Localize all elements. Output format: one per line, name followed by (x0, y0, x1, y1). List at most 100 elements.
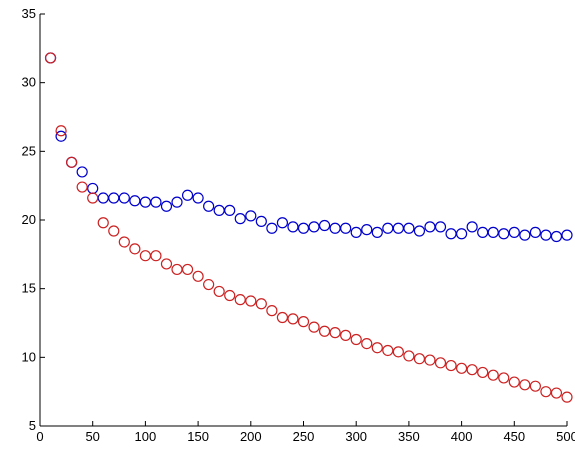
data-point (266, 305, 278, 317)
data-point (171, 263, 183, 276)
data-point (203, 278, 215, 291)
data-point (266, 222, 278, 234)
data-point (445, 228, 457, 240)
data-point (434, 221, 447, 233)
data-point (171, 196, 183, 208)
data-point (118, 192, 130, 204)
data-point (477, 226, 489, 238)
data-point (192, 270, 204, 282)
data-point (529, 226, 541, 238)
data-point (445, 359, 457, 372)
x-tick-label: 450 (503, 429, 525, 444)
data-point (139, 250, 151, 262)
x-tick-label: 500 (556, 429, 575, 444)
data-point (129, 195, 141, 207)
data-point (276, 311, 289, 324)
data-point (44, 52, 57, 64)
data-point (97, 217, 109, 229)
y-tick-label: 5 (29, 418, 36, 433)
data-point (498, 372, 510, 384)
data-point (308, 221, 320, 233)
data-point (350, 226, 362, 238)
y-tick-label: 30 (22, 75, 36, 90)
data-point (287, 313, 299, 325)
data-point (466, 364, 478, 376)
data-point (508, 226, 520, 238)
data-point (413, 225, 426, 237)
data-point (108, 225, 120, 237)
data-point (371, 226, 383, 238)
x-tick-label: 250 (293, 429, 315, 444)
data-point (297, 222, 310, 234)
data-point (519, 379, 531, 391)
data-point (340, 329, 352, 341)
data-point (340, 222, 352, 234)
x-axis-ticks: 0 50 100 150 200 250 300 350 400 450 500 (36, 421, 575, 444)
data-point (108, 192, 120, 204)
data-point (150, 250, 162, 262)
x-tick-label: 300 (345, 429, 367, 444)
x-tick-label: 150 (187, 429, 209, 444)
data-point (487, 369, 499, 381)
data-point (371, 342, 383, 354)
data-point (181, 189, 194, 201)
data-point (318, 219, 331, 232)
data-point (160, 200, 173, 212)
data-point (392, 346, 404, 358)
data-point (350, 333, 362, 346)
data-point (318, 325, 331, 337)
y-tick-label: 25 (22, 143, 36, 158)
data-point (456, 228, 468, 240)
data-point (213, 285, 225, 298)
data-point (487, 226, 499, 238)
data-point (382, 344, 394, 357)
data-point (203, 200, 215, 212)
data-point (477, 366, 489, 379)
data-point (160, 258, 173, 270)
data-point (540, 386, 552, 398)
data-point (255, 215, 267, 227)
data-point (287, 221, 299, 233)
data-point (329, 327, 341, 339)
data-point (150, 196, 162, 208)
y-tick-label: 35 (22, 6, 36, 21)
data-point (550, 230, 563, 243)
data-point (276, 217, 289, 229)
x-tick-label: 400 (451, 429, 473, 444)
x-tick-label: 200 (240, 429, 262, 444)
data-point (87, 192, 99, 204)
data-point (76, 181, 88, 193)
data-point (403, 350, 415, 362)
y-tick-label: 20 (22, 212, 36, 227)
data-point (403, 222, 415, 234)
data-point (213, 204, 225, 216)
data-point (181, 263, 194, 276)
data-point (224, 204, 236, 216)
data-point (224, 289, 236, 302)
x-tick-label: 100 (135, 429, 157, 444)
data-point (329, 222, 341, 234)
data-point (297, 316, 310, 328)
data-point (192, 192, 204, 204)
data-point (392, 222, 404, 234)
data-point (529, 380, 541, 392)
data-point (308, 321, 320, 333)
data-point (245, 295, 257, 307)
data-point (87, 182, 99, 195)
data-point (361, 224, 373, 236)
x-tick-label: 0 (36, 429, 43, 444)
series-1 (44, 52, 573, 243)
data-point (434, 357, 447, 369)
data-point (129, 243, 141, 255)
data-point (498, 228, 510, 240)
data-point (561, 229, 573, 241)
data-points (44, 52, 573, 403)
data-point (255, 298, 267, 310)
y-tick-label: 15 (22, 281, 36, 296)
data-point (76, 166, 88, 178)
data-point (66, 156, 78, 168)
data-point (139, 196, 151, 208)
data-point (561, 391, 573, 403)
axes (39, 14, 567, 427)
